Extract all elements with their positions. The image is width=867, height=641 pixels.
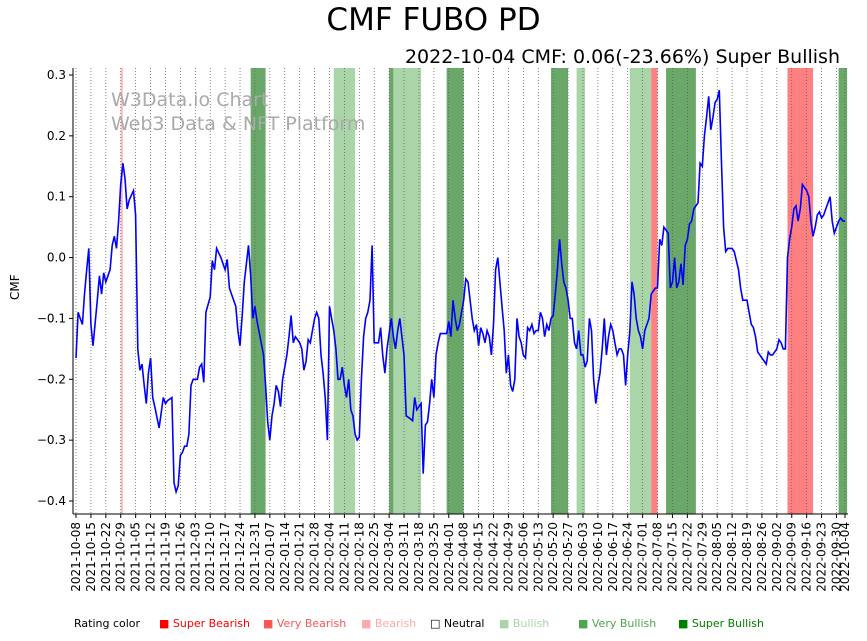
rating-band-3	[389, 68, 394, 514]
legend-item-very-bearish: ■ Very Bearish	[263, 617, 347, 630]
x-tick-label: 2022-06-17	[606, 522, 620, 592]
x-tick-label: 2022-04-08	[457, 522, 471, 592]
watermark-line2: Web3 Data & NFT Platform	[111, 113, 366, 135]
rating-band-4	[393, 68, 422, 514]
x-tick-label: 2021-10-29	[114, 522, 128, 592]
y-ticks: −0.4 −0.3 −0.2 −0.1 0.0 0.1 0.2 0.3	[37, 68, 73, 508]
x-tick-label: 2022-07-01	[636, 522, 650, 592]
rating-band-8	[629, 68, 652, 514]
x-tick-label: 2021-12-10	[203, 522, 217, 592]
x-tick-label: 2021-11-05	[129, 522, 143, 592]
x-tick-label: 2021-12-31	[248, 522, 262, 592]
x-tick-label: 2022-02-18	[352, 522, 366, 592]
x-ticks: 2021-10-08 2021-10-15 2021-10-22 2021-10-29…	[69, 514, 852, 592]
x-tick-label: 2021-12-03	[188, 522, 202, 592]
x-tick-label: 2022-03-04	[382, 522, 396, 592]
y-tick-label: −0.3	[37, 433, 66, 447]
x-tick-label: 2022-09-16	[800, 522, 814, 592]
y-axis-label: CMF	[8, 274, 22, 300]
x-tick-label: 2022-01-28	[308, 522, 322, 592]
x-tick-label: 2022-03-11	[397, 522, 411, 592]
rating-band-13	[838, 68, 848, 514]
legend-item-super-bearish: ■ Super Bearish	[159, 617, 250, 630]
x-tick-label: 2022-04-01	[442, 522, 456, 592]
x-tick-label: 2022-04-22	[487, 522, 501, 592]
rating-band-7	[576, 68, 586, 514]
y-tick-label: −0.1	[37, 311, 66, 325]
rating-band-5	[446, 68, 464, 514]
legend-item-bullish: ■ Bullish	[499, 617, 550, 630]
x-tick-label: 2022-02-04	[322, 522, 336, 592]
x-tick-label: 2022-02-11	[337, 522, 351, 592]
x-tick-label: 2022-06-10	[591, 522, 605, 592]
x-tick-label: 2022-07-22	[680, 522, 694, 592]
x-tick-label: 2022-01-21	[293, 522, 307, 592]
rating-band-11	[672, 68, 696, 514]
rating-band-10	[666, 68, 673, 514]
x-tick-label: 2021-11-12	[144, 522, 158, 592]
y-tick-label: 0.3	[47, 68, 66, 82]
rating-band-9	[651, 68, 658, 514]
x-tick-label: 2022-07-15	[665, 522, 679, 592]
rating-band-1	[250, 68, 266, 514]
x-tick-label: 2022-09-30	[829, 522, 843, 592]
x-tick-label: 2021-10-22	[99, 522, 113, 592]
x-tick-label: 2022-08-26	[755, 522, 769, 592]
x-tick-label: 2022-07-08	[651, 522, 665, 592]
y-tick-label: 0.1	[47, 190, 66, 204]
x-tick-label: 2022-08-12	[725, 522, 739, 592]
x-tick-label: 2022-06-03	[576, 522, 590, 592]
x-tick-label: 2022-03-25	[427, 522, 441, 592]
x-tick-label: 2022-08-19	[740, 522, 754, 592]
x-tick-label: 2022-09-23	[815, 522, 829, 592]
x-tick-label: 2022-04-29	[501, 522, 515, 592]
x-tick-label: 2022-04-15	[472, 522, 486, 592]
x-tick-label: 2022-10-04	[838, 522, 852, 592]
legend-item-very-bullish: ■ Very Bullish	[578, 617, 657, 630]
x-tick-label: 2022-03-18	[412, 522, 426, 592]
legend-item-neutral: □ Neutral	[430, 617, 485, 630]
rating-band-6	[551, 68, 569, 514]
x-tick-label: 2021-11-26	[173, 522, 187, 592]
legend-item-bearish: ■ Bearish	[361, 617, 417, 630]
x-tick-label: 2022-07-29	[695, 522, 709, 592]
watermark-line1: W3Data.io Chart	[111, 89, 269, 111]
x-tick-label: 2022-01-07	[263, 522, 277, 592]
x-tick-label: 2022-05-13	[531, 522, 545, 592]
x-tick-label: 2022-08-05	[710, 522, 724, 592]
cmf-line	[75, 90, 845, 495]
vertical-grid	[75, 68, 846, 514]
x-tick-label: 2022-01-14	[278, 522, 292, 592]
legend-label: Rating color	[74, 617, 141, 630]
x-tick-label: 2022-06-24	[621, 522, 635, 592]
rating-band-12	[787, 68, 814, 514]
x-tick-label: 2022-05-20	[546, 522, 560, 592]
chart-subtitle: 2022-10-04 CMF: 0.06(-23.66%) Super Bull…	[404, 46, 840, 68]
x-tick-label: 2021-12-24	[233, 522, 247, 592]
x-tick-label: 2021-12-17	[218, 522, 232, 592]
x-tick-label: 2022-09-09	[785, 522, 799, 592]
x-tick-label: 2022-02-25	[367, 522, 381, 592]
rating-bands	[120, 68, 848, 514]
y-tick-label: 0.2	[47, 129, 66, 143]
y-tick-label: −0.4	[37, 494, 66, 508]
x-tick-label: 2021-11-19	[158, 522, 172, 592]
chart-title: CMF FUBO PD	[326, 2, 541, 38]
x-tick-label: 2021-10-15	[84, 522, 98, 592]
x-tick-label: 2021-10-08	[69, 522, 83, 592]
x-tick-label: 2022-05-06	[516, 522, 530, 592]
legend-item-super-bullish: ■ Super Bullish	[678, 617, 765, 630]
x-tick-label: 2022-09-02	[770, 522, 784, 592]
rating-band-0	[120, 68, 123, 514]
y-tick-label: 0.0	[47, 251, 66, 265]
y-tick-label: −0.2	[37, 372, 66, 386]
x-tick-label: 2022-05-27	[561, 522, 575, 592]
